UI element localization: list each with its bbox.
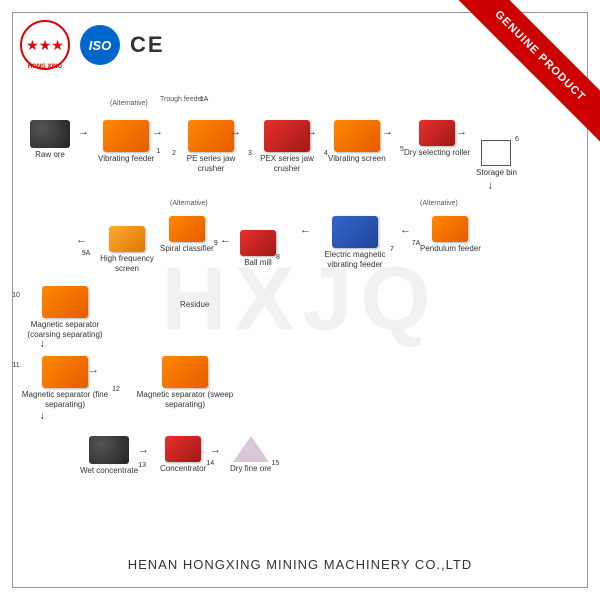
- machine-icon: [264, 120, 310, 152]
- num-1a: 1A: [198, 96, 210, 103]
- dry-fine-label: Dry fine ore: [230, 464, 271, 474]
- num-4: 4: [320, 150, 332, 157]
- num-1: 1: [152, 148, 164, 155]
- footer-text: HENAN HONGXING MINING MACHINERY CO.,LTD: [0, 557, 600, 572]
- machine-icon: [109, 226, 145, 252]
- raw-ore-label: Raw ore: [30, 150, 70, 160]
- num-8: 8: [272, 254, 284, 261]
- dry-roller-label: Dry selecting roller: [404, 148, 470, 158]
- arrow-icon: →: [486, 181, 498, 192]
- hfs-label: High frequency screen: [92, 254, 162, 273]
- wet-label: Wet concentrate: [80, 466, 138, 476]
- mag-coarse-node: Magnetic separator (coarsing separating)…: [20, 286, 110, 339]
- machine-icon: [165, 436, 201, 462]
- num-5: 5: [396, 146, 408, 153]
- arrow-icon: →: [78, 126, 89, 138]
- header: ★★★ HONG XING ISO CE: [20, 20, 170, 70]
- num-12: 12: [110, 386, 122, 393]
- ball-node: Ball mill 8: [240, 230, 276, 268]
- machine-icon: [162, 356, 208, 388]
- pex-label: PEX series jaw crusher: [252, 154, 322, 173]
- conc-label: Concentrator: [160, 464, 206, 474]
- num-14: 14: [204, 460, 216, 467]
- process-diagram: Raw ore (Alternative) Vibrating feeder 1…: [20, 100, 580, 540]
- machine-icon: [432, 216, 468, 242]
- num-2: 2: [168, 150, 180, 157]
- arrow-icon: →: [210, 444, 221, 456]
- machine-icon: [332, 216, 378, 248]
- vib-screen-label: Vibrating screen: [328, 154, 386, 164]
- arrow-icon: →: [152, 126, 163, 138]
- mag-sweep-label: Magnetic separator (sweep separating): [120, 390, 250, 409]
- storage-label: Storage bin: [476, 168, 517, 178]
- vib-feeder-node: Vibrating feeder 1: [98, 120, 154, 164]
- machine-icon: [169, 216, 205, 242]
- hfs-node: High frequency screen 9A: [92, 226, 162, 273]
- conc-node: Concentrator 14: [160, 436, 206, 474]
- num-6: 6: [511, 136, 523, 143]
- alt-3: (Alternative): [170, 200, 208, 207]
- arrow-icon: ←: [300, 224, 311, 236]
- logo-text: HONG XING: [28, 64, 62, 70]
- pe-label: PE series jaw crusher: [176, 154, 246, 173]
- pile-icon: [233, 436, 269, 462]
- emv-node: Electric magnetic vibrating feeder 7: [320, 216, 390, 269]
- arrow-icon: ←: [76, 234, 87, 246]
- storage-node: Storage bin 6: [476, 140, 517, 178]
- num-15: 15: [269, 460, 281, 467]
- arrow-icon: ←: [400, 224, 411, 236]
- arrow-icon: →: [38, 411, 50, 422]
- emv-label: Electric magnetic vibrating feeder: [320, 250, 390, 269]
- arrow-icon: →: [38, 339, 50, 350]
- mag-coarse-label: Magnetic separator (coarsing separating): [20, 320, 110, 339]
- ore-icon: [89, 436, 129, 464]
- pendulum-node: Pendulum feeder 7A: [420, 216, 481, 254]
- num-9a: 9A: [80, 250, 92, 257]
- vib-feeder-label: Vibrating feeder: [98, 154, 154, 164]
- num-3: 3: [244, 150, 256, 157]
- num-9: 9: [210, 240, 222, 247]
- bin-icon: [481, 140, 511, 166]
- spiral-node: Spiral classifier 9: [160, 216, 214, 254]
- alt-1: (Alternative): [110, 100, 148, 107]
- mag-sweep-node: Magnetic separator (sweep separating) 12: [120, 356, 250, 409]
- machine-icon: [42, 286, 88, 318]
- machine-icon: [240, 230, 276, 256]
- iso-badge: ISO: [80, 25, 120, 65]
- arrow-icon: →: [88, 364, 99, 376]
- machine-icon: [103, 120, 149, 152]
- alt-2: (Alternative): [420, 200, 458, 207]
- arrow-icon: →: [138, 444, 149, 456]
- machine-icon: [419, 120, 455, 146]
- num-11: 11: [10, 362, 22, 369]
- arrow-icon: →: [230, 126, 241, 138]
- mag-fine-label: Magnetic separator (fine separating): [20, 390, 110, 409]
- arrow-icon: →: [382, 126, 393, 138]
- num-7: 7: [386, 246, 398, 253]
- arrow-icon: →: [306, 126, 317, 138]
- ce-badge: CE: [130, 30, 170, 60]
- pendulum-label: Pendulum feeder: [420, 244, 481, 254]
- num-7a: 7A: [410, 240, 422, 247]
- machine-icon: [334, 120, 380, 152]
- star-icon: ★★★: [26, 37, 64, 54]
- wet-node: Wet concentrate 13: [80, 436, 138, 476]
- hongxing-logo: ★★★ HONG XING: [20, 20, 70, 70]
- residue-label: Residue: [180, 300, 209, 309]
- ball-label: Ball mill: [240, 258, 276, 268]
- raw-ore-node: Raw ore: [30, 120, 70, 160]
- arrow-icon: →: [456, 126, 467, 138]
- dry-fine-node: Dry fine ore 15: [230, 436, 271, 474]
- num-13: 13: [136, 462, 148, 469]
- ore-icon: [30, 120, 70, 148]
- num-10: 10: [10, 292, 22, 299]
- spiral-label: Spiral classifier: [160, 244, 214, 254]
- machine-icon: [188, 120, 234, 152]
- machine-icon: [42, 356, 88, 388]
- vib-screen-node: Vibrating screen 4: [328, 120, 386, 164]
